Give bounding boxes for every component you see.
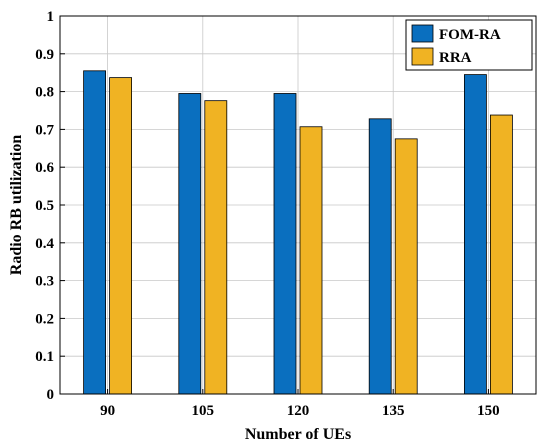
- y-tick-label: 0.6: [35, 160, 54, 176]
- axis-ticks: [60, 15, 489, 395]
- x-axis-title: Number of UEs: [245, 426, 351, 443]
- y-tick-label: 0.4: [35, 236, 54, 252]
- y-tick-label: 1: [47, 9, 55, 25]
- x-tick-label: 120: [287, 403, 310, 419]
- bar-rra-105: [204, 100, 228, 395]
- x-tick-label: 90: [100, 403, 115, 419]
- legend-label-fom-ra: FOM-RA: [439, 27, 501, 43]
- bar-fom-ra-105: [178, 93, 202, 395]
- y-axis-title: Radio RB utilization: [8, 135, 25, 276]
- x-tick-label: 105: [192, 403, 215, 419]
- legend: FOM-RA RRA: [405, 19, 533, 71]
- y-tick-label: 0.2: [35, 311, 54, 327]
- y-tick-label: 0.7: [35, 122, 54, 138]
- bar-rra-135: [394, 138, 418, 395]
- bar-fom-ra-135: [368, 118, 392, 395]
- bar-fom-ra-150: [463, 74, 487, 395]
- y-tick-label: 0.3: [35, 274, 54, 290]
- y-tick-label: 0.5: [35, 198, 54, 214]
- bar-fom-ra-90: [83, 70, 106, 395]
- bar-fom-ra-120: [273, 93, 297, 395]
- legend-swatch-fom-ra: [411, 24, 434, 43]
- y-tick-label: 0.9: [35, 47, 54, 63]
- grid-lines: [60, 16, 536, 394]
- bar-rra-150: [489, 114, 513, 395]
- legend-label-rra: RRA: [439, 50, 472, 66]
- y-tick-label: 0.8: [35, 85, 54, 101]
- legend-swatch-rra: [411, 47, 434, 66]
- x-tick-labels: 90 105 120 135 150: [100, 403, 500, 419]
- x-tick-label: 150: [477, 403, 500, 419]
- y-tick-labels: 0 0.1 0.2 0.3 0.4 0.5 0.6 0.7 0.8 0.9 1: [35, 9, 54, 403]
- x-tick-label: 135: [382, 403, 405, 419]
- y-tick-label: 0.1: [35, 349, 54, 365]
- bar-rra-120: [299, 126, 323, 395]
- bar-rra-90: [109, 77, 132, 395]
- y-tick-label: 0: [47, 387, 55, 403]
